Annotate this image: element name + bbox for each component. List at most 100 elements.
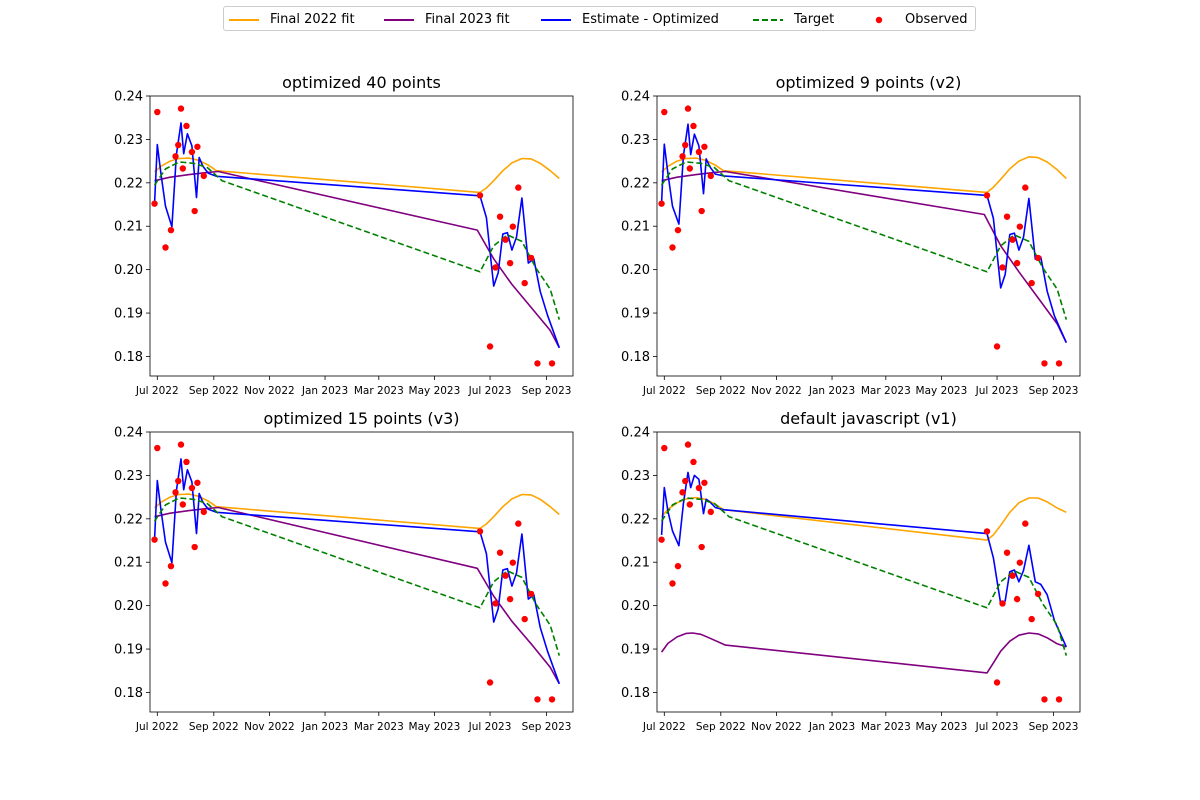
legend-label-target: Target [794, 12, 835, 27]
observed-point [1055, 360, 1063, 367]
observed-point [496, 549, 504, 556]
observed-point [486, 679, 494, 686]
observed-point [983, 528, 991, 535]
y-tick-label: 0.21 [114, 220, 143, 235]
series-line-final-2023-fit [660, 632, 1067, 674]
legend-swatch-estimate [541, 14, 571, 26]
observed-point [179, 501, 187, 508]
observed-point [492, 600, 499, 607]
y-tick-label: 0.18 [621, 350, 650, 365]
x-tick-label: Sep 2022 [189, 721, 239, 733]
observed-point [194, 143, 201, 150]
observed-point [695, 484, 703, 492]
y-tick-label: 0.20 [621, 263, 650, 278]
y-tick-label: 0.24 [621, 426, 650, 441]
axes-frame [149, 95, 574, 377]
observed-point [1022, 184, 1029, 191]
x-tick-label: Jul 2022 [135, 385, 179, 397]
observed-point [701, 479, 708, 486]
observed-point [1055, 696, 1063, 703]
observed-point [200, 508, 207, 516]
observed-point [707, 508, 714, 516]
observed-point [1028, 615, 1035, 623]
y-tick-label: 0.22 [114, 176, 143, 191]
y-tick-label: 0.21 [114, 556, 143, 571]
chart-title: optimized 15 points (v3) [264, 409, 460, 428]
y-tick-label: 0.18 [114, 686, 143, 701]
observed-point [661, 444, 668, 452]
series-line-estimate-optimized [660, 123, 1068, 343]
legend-item-final-2022: Final 2022 fit [229, 7, 355, 32]
observed-point [506, 259, 514, 267]
observed-point [151, 200, 158, 207]
subplot-1: optimized 40 points 0.18 0.19 0.20 0.21 0.22 0… [114, 73, 574, 397]
legend-item-target: Target [753, 7, 834, 32]
y-tick-label: 0.22 [114, 512, 143, 527]
observed-point [993, 343, 1001, 350]
series-line-final-2022-fit [660, 496, 1067, 541]
observed-point [682, 141, 689, 149]
observed-point [698, 543, 705, 551]
observed-point [999, 600, 1006, 607]
y-tick-label: 0.21 [621, 220, 650, 235]
x-tick-label: Mar 2023 [354, 385, 404, 397]
observed-point [183, 458, 190, 466]
observed-point [548, 360, 556, 367]
y-tick-label: 0.22 [621, 512, 650, 527]
observed-point [509, 559, 517, 566]
x-tick-label: Jul 2023 [975, 385, 1019, 397]
y-tick-label: 0.19 [621, 643, 650, 658]
y-tick-label: 0.20 [114, 263, 143, 278]
observed-point [194, 479, 201, 486]
observed-point [679, 153, 686, 160]
chart-title: default javascript (v1) [780, 409, 957, 428]
legend-swatch-final-2023 [384, 14, 414, 26]
legend-label-observed: Observed [905, 12, 968, 27]
observed-point [686, 165, 694, 172]
observed-point [175, 141, 182, 149]
x-tick-label: Sep 2023 [522, 721, 572, 733]
chart-title: optimized 9 points (v2) [776, 73, 962, 92]
y-tick-label: 0.23 [114, 469, 143, 484]
series-line-target [153, 161, 561, 320]
legend-item-final-2023: Final 2023 fit [384, 7, 510, 32]
series-line-target [153, 497, 561, 656]
y-tick-label: 0.22 [621, 176, 650, 191]
x-tick-label: Nov 2022 [751, 385, 802, 397]
legend-label-final-2022: Final 2022 fit [270, 12, 355, 27]
observed-point [674, 562, 682, 570]
observed-point [188, 484, 196, 492]
observed-point [492, 264, 499, 271]
observed-point [698, 207, 705, 215]
x-tick-label: Nov 2022 [244, 385, 295, 397]
axes-frame [656, 431, 1081, 713]
x-tick-label: Sep 2023 [1029, 721, 1079, 733]
series-line-final-2023-fit [661, 170, 1068, 343]
observed-point [191, 207, 198, 215]
series-line-target [660, 497, 1068, 656]
axes-frame [656, 95, 1081, 377]
observed-point [674, 226, 682, 234]
x-tick-label: Jan 2023 [808, 385, 855, 397]
observed-point [684, 105, 692, 112]
observed-point [669, 580, 676, 587]
observed-point [658, 536, 665, 543]
x-tick-label: Jul 2023 [468, 721, 512, 733]
y-tick-label: 0.24 [114, 426, 143, 441]
x-tick-label: Jul 2022 [642, 721, 686, 733]
observed-point [690, 458, 697, 466]
y-tick-label: 0.23 [621, 133, 650, 148]
series-line-estimate-optimized [153, 122, 561, 349]
observed-point [496, 213, 504, 220]
observed-point [151, 536, 158, 543]
subplot-2: optimized 9 points (v2) 0.18 0.19 0.20 0.21 0… [621, 73, 1081, 397]
chart-title: optimized 40 points [282, 73, 441, 92]
observed-point [1034, 254, 1042, 262]
observed-point [690, 122, 697, 130]
series-line-estimate-optimized [153, 458, 561, 685]
observed-point [509, 223, 517, 230]
x-tick-label: Jan 2023 [301, 385, 348, 397]
x-tick-label: Nov 2022 [751, 721, 802, 733]
x-tick-label: May 2023 [916, 385, 968, 397]
